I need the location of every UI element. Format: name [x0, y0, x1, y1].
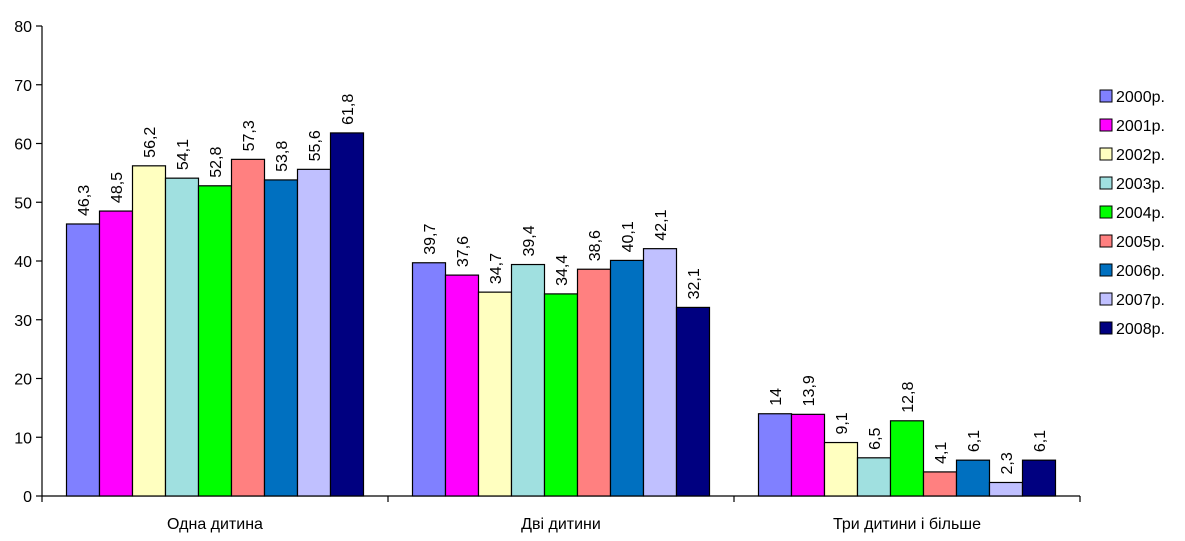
x-category-label: Три дитини і більше [833, 516, 981, 533]
data-label: 32,1 [686, 268, 703, 299]
data-labels: 46,3 48,5 56,2 54,1 52,8 57,3 53,8 55,6 61,8 39,7… [76, 94, 1049, 475]
data-label: 42,1 [653, 209, 670, 240]
bar [444, 274, 480, 497]
data-label: 12,8 [900, 382, 917, 413]
data-label: 9,1 [834, 412, 851, 434]
x-category-label: Одна дитина [167, 516, 263, 533]
legend-label: 2003р. [1116, 176, 1165, 193]
data-label: 61,8 [340, 94, 357, 125]
bar [98, 210, 134, 497]
bar [296, 168, 332, 497]
legend: 2000р. 2001р. 2002р. 2003р. 2004р. 2005р. 2006… [1099, 89, 1165, 338]
data-label: 14 [768, 388, 785, 406]
legend-swatch [1099, 292, 1113, 306]
bars [65, 132, 1057, 497]
legend-label: 2005р. [1116, 234, 1165, 251]
bar [675, 306, 711, 497]
data-label: 56,2 [142, 127, 159, 158]
bar [477, 291, 513, 497]
data-label: 46,3 [76, 185, 93, 216]
y-tick-label: 60 [14, 137, 32, 154]
y-tick-label: 40 [14, 254, 32, 271]
bar [955, 459, 991, 497]
data-label: 4,1 [933, 442, 950, 464]
axes: 0 10 20 30 40 50 60 70 80 Одна дитина Дві дитини Тр… [14, 19, 1081, 533]
bar [790, 413, 826, 497]
legend-swatch [1099, 89, 1113, 103]
bar [988, 481, 1024, 497]
legend-label: 2001р. [1116, 118, 1165, 135]
data-label: 39,7 [422, 224, 439, 255]
data-label: 38,6 [587, 230, 604, 261]
y-tick-label: 0 [23, 489, 32, 506]
bar [757, 413, 793, 497]
bar [642, 248, 678, 497]
y-tick-label: 10 [14, 430, 32, 447]
data-label: 2,3 [999, 452, 1016, 474]
bar [510, 263, 546, 497]
legend-swatch [1099, 263, 1113, 277]
bar [922, 471, 958, 497]
legend-label: 2004р. [1116, 205, 1165, 222]
bar [65, 223, 101, 497]
legend-swatch [1099, 147, 1113, 161]
data-label: 6,1 [966, 430, 983, 452]
bar [411, 262, 447, 497]
legend-swatch [1099, 234, 1113, 248]
bar [889, 420, 925, 497]
bar [1021, 459, 1057, 497]
bar [856, 457, 892, 497]
data-label: 54,1 [175, 139, 192, 170]
data-label: 34,4 [554, 255, 571, 286]
legend-label: 2007р. [1116, 292, 1165, 309]
legend-label: 2000р. [1116, 89, 1165, 106]
legend-label: 2002р. [1116, 147, 1165, 164]
legend-swatch [1099, 321, 1113, 335]
data-label: 57,3 [241, 120, 258, 151]
legend-label: 2006р. [1116, 263, 1165, 280]
bar [131, 165, 167, 497]
legend-swatch [1099, 176, 1113, 190]
y-tick-label: 30 [14, 313, 32, 330]
y-tick-label: 80 [14, 19, 32, 36]
data-label: 48,5 [109, 172, 126, 203]
legend-swatch [1099, 118, 1113, 132]
bar [823, 441, 859, 497]
bar [543, 293, 579, 497]
data-label: 6,1 [1032, 430, 1049, 452]
bar [197, 185, 233, 497]
data-label: 13,9 [801, 375, 818, 406]
bar [576, 268, 612, 497]
bar [263, 179, 299, 497]
y-tick-label: 70 [14, 78, 32, 95]
legend-swatch [1099, 205, 1113, 219]
data-label: 52,8 [208, 147, 225, 178]
data-label: 40,1 [620, 221, 637, 252]
data-label: 55,6 [307, 130, 324, 161]
data-label: 53,8 [274, 141, 291, 172]
data-label: 6,5 [867, 427, 884, 449]
legend-label: 2008р. [1116, 321, 1165, 338]
x-category-label: Дві дитини [521, 516, 601, 533]
bar [230, 158, 266, 497]
data-label: 39,4 [521, 225, 538, 256]
data-label: 34,7 [488, 253, 505, 284]
bar [164, 177, 200, 497]
bar [329, 132, 365, 497]
data-label: 37,6 [455, 236, 472, 267]
y-tick-label: 50 [14, 195, 32, 212]
bar [609, 259, 645, 497]
y-tick-label: 20 [14, 372, 32, 389]
